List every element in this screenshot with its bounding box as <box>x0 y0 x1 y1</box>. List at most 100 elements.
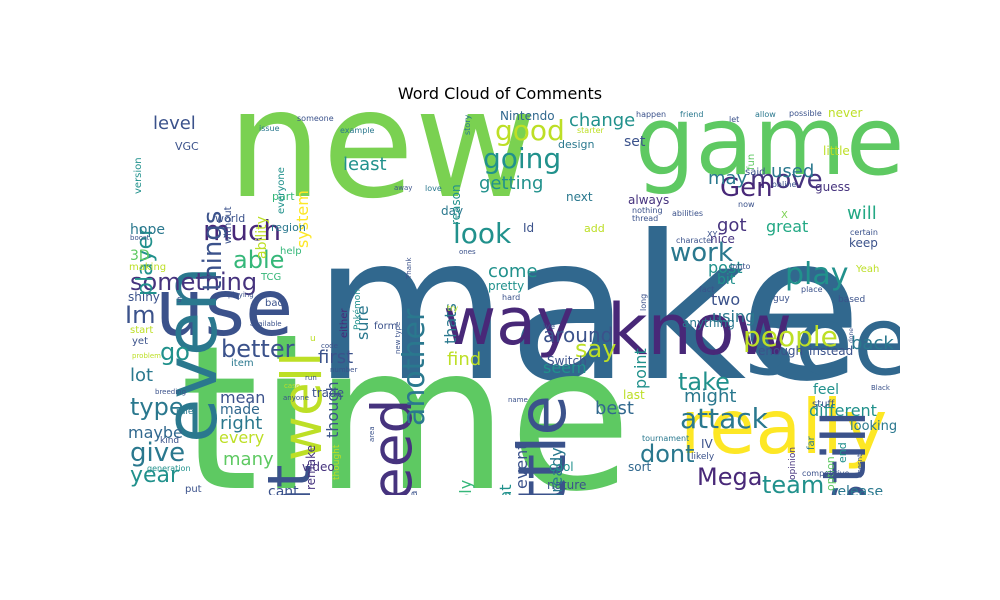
word-nature: nature <box>547 478 587 492</box>
word-sort: sort <box>628 460 652 474</box>
word-design: design <box>558 138 595 151</box>
word-long: long <box>639 293 648 311</box>
word-always: always <box>628 193 670 207</box>
word-version: version <box>133 156 144 194</box>
word-trade: trade <box>312 386 344 400</box>
word-issue: issue <box>259 124 280 133</box>
word-maybe: maybe <box>128 423 183 442</box>
word-generation: generation <box>147 464 191 473</box>
word-instead: instead <box>809 344 854 358</box>
word-bit: bit <box>717 272 736 288</box>
word-doesnt: doesnt <box>856 454 864 479</box>
word-problem: problem <box>132 352 161 360</box>
word-rule: rule <box>176 407 194 417</box>
word-best: best <box>595 398 634 419</box>
word-pokemon: Pokémon <box>353 288 363 330</box>
chart-title: Word Cloud of Comments <box>397 84 603 103</box>
word-making: making <box>129 262 167 273</box>
word-use: use <box>155 264 294 354</box>
word-fact: fact <box>699 285 715 294</box>
word-either: either <box>339 308 350 338</box>
word-now: now <box>738 200 755 209</box>
word-x: X <box>781 210 788 221</box>
word-region: region <box>271 221 306 234</box>
word-work: work <box>670 238 733 268</box>
word-iv: IV <box>701 437 713 451</box>
word-place: place <box>801 285 823 294</box>
word-team: team <box>762 471 825 495</box>
word-cloud: maketimenewgamesseereallyknowwayuseevenw… <box>125 105 900 495</box>
word-competitive: competitive <box>802 469 850 478</box>
word-starter: starter <box>577 126 604 135</box>
word-level: level <box>153 113 196 134</box>
word-better: better <box>221 335 295 363</box>
word-post: post <box>708 258 743 277</box>
word-ive: Ive <box>543 322 556 331</box>
word-time: time <box>180 303 632 496</box>
word-way: way <box>443 285 575 360</box>
word-online: online <box>772 180 797 189</box>
word-something: something <box>130 268 258 296</box>
word-breeding: breeding <box>155 388 187 396</box>
word-item: item <box>231 358 254 369</box>
word-likely: likely <box>691 452 715 462</box>
word-example: example <box>340 126 375 135</box>
word-lot: lot <box>130 365 154 386</box>
word-idea: idea <box>409 491 420 495</box>
word-tournament: tournament <box>642 434 690 443</box>
word-will: will <box>847 203 877 224</box>
word-great: great <box>766 217 809 236</box>
word-anything: anything <box>682 316 735 330</box>
word-possible: possible <box>789 109 822 118</box>
word-video: video <box>302 460 335 474</box>
word-nothing: nothing <box>632 206 663 215</box>
word-feel: feel <box>813 382 840 398</box>
word-good: good <box>495 114 565 147</box>
word-looking: looking <box>850 419 898 434</box>
word-may: may <box>708 168 748 189</box>
word-cant: cant <box>268 484 299 495</box>
word-used: used <box>771 161 815 182</box>
word-happen: happen <box>636 110 667 119</box>
word-least: least <box>343 154 387 175</box>
word-new-type: new type <box>394 321 402 354</box>
word-switch: Switch <box>547 354 587 368</box>
word-many: many <box>223 449 274 470</box>
word-anyone: anyone <box>283 394 309 402</box>
word-hope: hope <box>130 222 165 238</box>
word-done: done <box>848 328 855 344</box>
word-system: system <box>293 189 312 248</box>
word-gen: Gen <box>720 173 773 203</box>
word-cool: cool <box>549 460 574 474</box>
word-abilities: abilities <box>672 209 704 218</box>
word-story: story <box>463 114 472 135</box>
word-next: next <box>566 190 593 204</box>
word-put: put <box>185 484 202 495</box>
word-say: say <box>575 335 617 363</box>
word-3d: 3D <box>130 248 150 264</box>
word-move: move <box>750 165 823 195</box>
word-seem: seem <box>543 358 587 377</box>
word-day: day <box>441 204 464 218</box>
word-part: part <box>272 190 295 203</box>
word-stuff: stuff <box>812 399 835 410</box>
word-play: play <box>785 257 849 292</box>
word-add: add <box>584 222 605 235</box>
word-kind: kind <box>160 436 180 446</box>
word-number: number <box>330 366 358 374</box>
word-area: area <box>368 426 376 443</box>
word-first: first <box>318 347 354 368</box>
word-fun: fun <box>746 153 757 170</box>
word-really: really <box>680 383 888 471</box>
word-thought: thought <box>332 444 342 480</box>
word-different: different <box>809 401 877 420</box>
word-give: give <box>130 438 186 468</box>
word-type: type <box>130 393 184 421</box>
word-guy: guy <box>773 294 790 304</box>
word-available: available <box>250 320 282 328</box>
word-people: people <box>743 320 838 353</box>
word-keep: keep <box>849 236 878 250</box>
word-world: world <box>215 212 246 225</box>
word-attack: attack <box>680 402 768 435</box>
word-form: form <box>374 321 398 332</box>
